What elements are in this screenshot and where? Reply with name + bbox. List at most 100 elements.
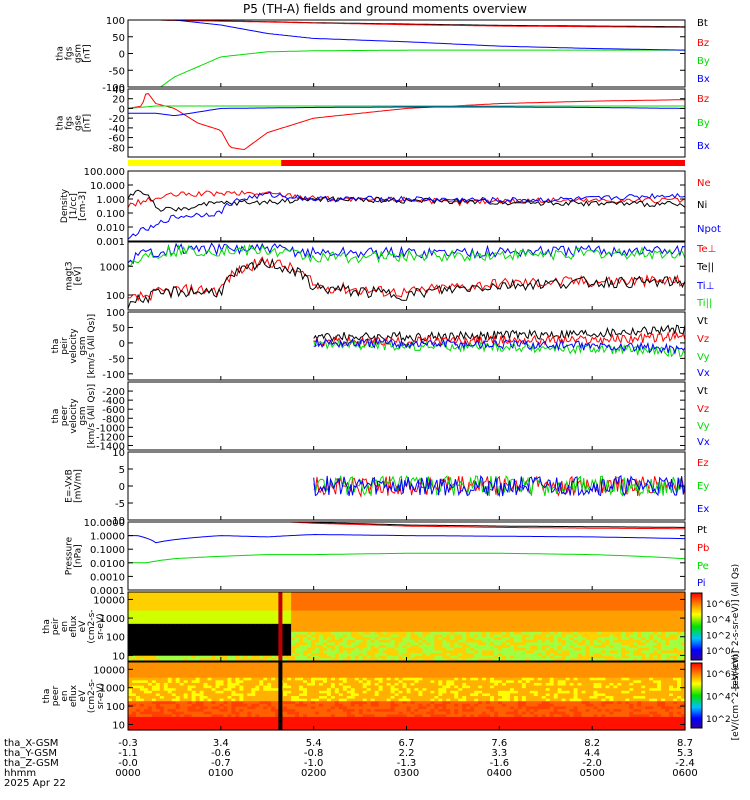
spectrogram-cell <box>128 701 133 705</box>
spectrogram-cell <box>470 618 475 622</box>
spectrogram-cell <box>426 599 431 604</box>
spectrogram-cell <box>494 594 499 598</box>
spectrogram-cell <box>346 597 352 601</box>
y-axis-label-line: tha <box>56 46 66 61</box>
spectrogram-cell <box>155 722 161 726</box>
spectrogram-cell <box>271 716 276 721</box>
spectrogram-cell <box>645 637 650 641</box>
spectrogram-cell <box>613 631 618 636</box>
spectrogram-cell <box>657 610 662 614</box>
spectrogram-cell <box>382 639 388 644</box>
spectrogram-cell <box>231 629 237 633</box>
spectrogram-cell <box>163 698 169 702</box>
spectrogram-cell <box>454 647 459 651</box>
spectrogram-cell <box>533 605 539 609</box>
spectrogram-cell <box>219 637 225 641</box>
spectrogram-cell <box>494 658 499 662</box>
spectrogram-cell <box>406 637 412 641</box>
spectrogram-cell <box>227 631 233 636</box>
y-axis-label-line: [km/s (All Qs)] <box>87 384 97 448</box>
spectrogram-cell <box>231 642 237 646</box>
spectrogram-cell <box>187 680 193 684</box>
spectrogram-cell <box>406 647 412 651</box>
spectrogram-cell <box>645 626 650 630</box>
spectrogram-cell <box>581 610 587 614</box>
spectrogram-cell <box>207 594 213 598</box>
spectrogram-cell <box>215 709 221 713</box>
spectrogram-cell <box>438 629 443 633</box>
spectrogram-cell <box>167 623 173 628</box>
spectrogram-cell <box>167 594 173 598</box>
spectrogram-cell <box>295 631 300 636</box>
spectrogram-cell <box>263 602 268 606</box>
spectrogram-cell <box>235 653 240 657</box>
spectrogram-cell <box>219 722 225 726</box>
spectrogram-cell <box>338 658 344 662</box>
spectrogram-cell <box>287 631 292 636</box>
spectrogram-cell <box>382 650 388 654</box>
spectrogram-cell <box>283 685 288 689</box>
spectrogram-cell <box>195 650 201 654</box>
spectrogram-cell <box>529 655 535 659</box>
spectrogram-cell <box>657 634 662 638</box>
spectrogram-cell <box>402 607 408 612</box>
y-tick-label: 10000 <box>93 595 125 606</box>
spectrogram-cell <box>263 690 268 694</box>
spectrogram-cell <box>525 613 531 617</box>
spectrogram-cell <box>390 621 396 625</box>
spectrogram-cell <box>334 597 340 601</box>
spectrogram-cell <box>155 711 161 715</box>
spectrogram-cell <box>171 653 177 657</box>
spectrogram-cell <box>390 615 396 620</box>
spectrogram-cell <box>207 623 213 628</box>
spectrogram-cell <box>513 658 519 662</box>
spectrogram-cell <box>271 653 276 657</box>
spectrogram-cell <box>374 610 380 614</box>
spectrogram-cell <box>175 597 181 601</box>
spectrogram-cell <box>227 613 233 617</box>
spectrogram-cell <box>390 639 396 644</box>
spectrogram-cell <box>155 621 161 625</box>
spectrogram-cell <box>537 647 543 651</box>
spectrogram-cell <box>259 714 264 718</box>
spectrogram-cell <box>569 642 575 646</box>
spectrogram-cell <box>143 629 149 633</box>
spectrogram-cell <box>402 618 408 622</box>
spectrogram-cell <box>422 615 427 620</box>
spectrogram-cell <box>370 592 376 596</box>
spectrogram-cell <box>183 653 189 657</box>
spectrogram-cell <box>175 693 181 697</box>
spectrogram-cell <box>215 613 221 617</box>
spectrogram-cell <box>653 592 658 596</box>
spectrogram-cell <box>275 727 280 731</box>
spectrogram-cell <box>362 645 368 649</box>
spectrogram-cell <box>645 658 650 662</box>
spectrogram-cell <box>175 690 181 694</box>
spectrogram-cell <box>398 610 404 614</box>
spectrogram-cell <box>251 639 256 644</box>
spectrogram-cell <box>219 696 225 700</box>
spectrogram-cell <box>418 599 424 604</box>
spectrogram-cell <box>131 724 137 728</box>
panel-frame <box>127 170 686 242</box>
spectrogram-cell <box>509 610 515 614</box>
spectrogram-cell <box>406 594 412 598</box>
spectrogram-cell <box>307 634 312 638</box>
spectrogram-cell <box>430 613 435 617</box>
spectrogram-cell <box>525 631 531 636</box>
spectrogram-cell <box>677 602 682 606</box>
spectrogram-cell <box>494 613 499 617</box>
spectrogram-cell <box>199 607 205 612</box>
spectrogram-cell <box>565 637 571 641</box>
spectrogram-cell <box>677 650 682 654</box>
spectrogram-cell <box>223 605 229 609</box>
spectrogram-cell <box>402 621 408 625</box>
spectrogram-cell <box>338 610 344 614</box>
spectrogram-cell <box>581 645 587 649</box>
spectrogram-cell <box>235 693 240 697</box>
spectrogram-cell <box>235 688 240 692</box>
spectrogram-cell <box>135 696 141 700</box>
spectrogram-cell <box>374 605 380 609</box>
spectrogram-cell <box>128 629 133 633</box>
spectrogram-cell <box>513 610 519 614</box>
